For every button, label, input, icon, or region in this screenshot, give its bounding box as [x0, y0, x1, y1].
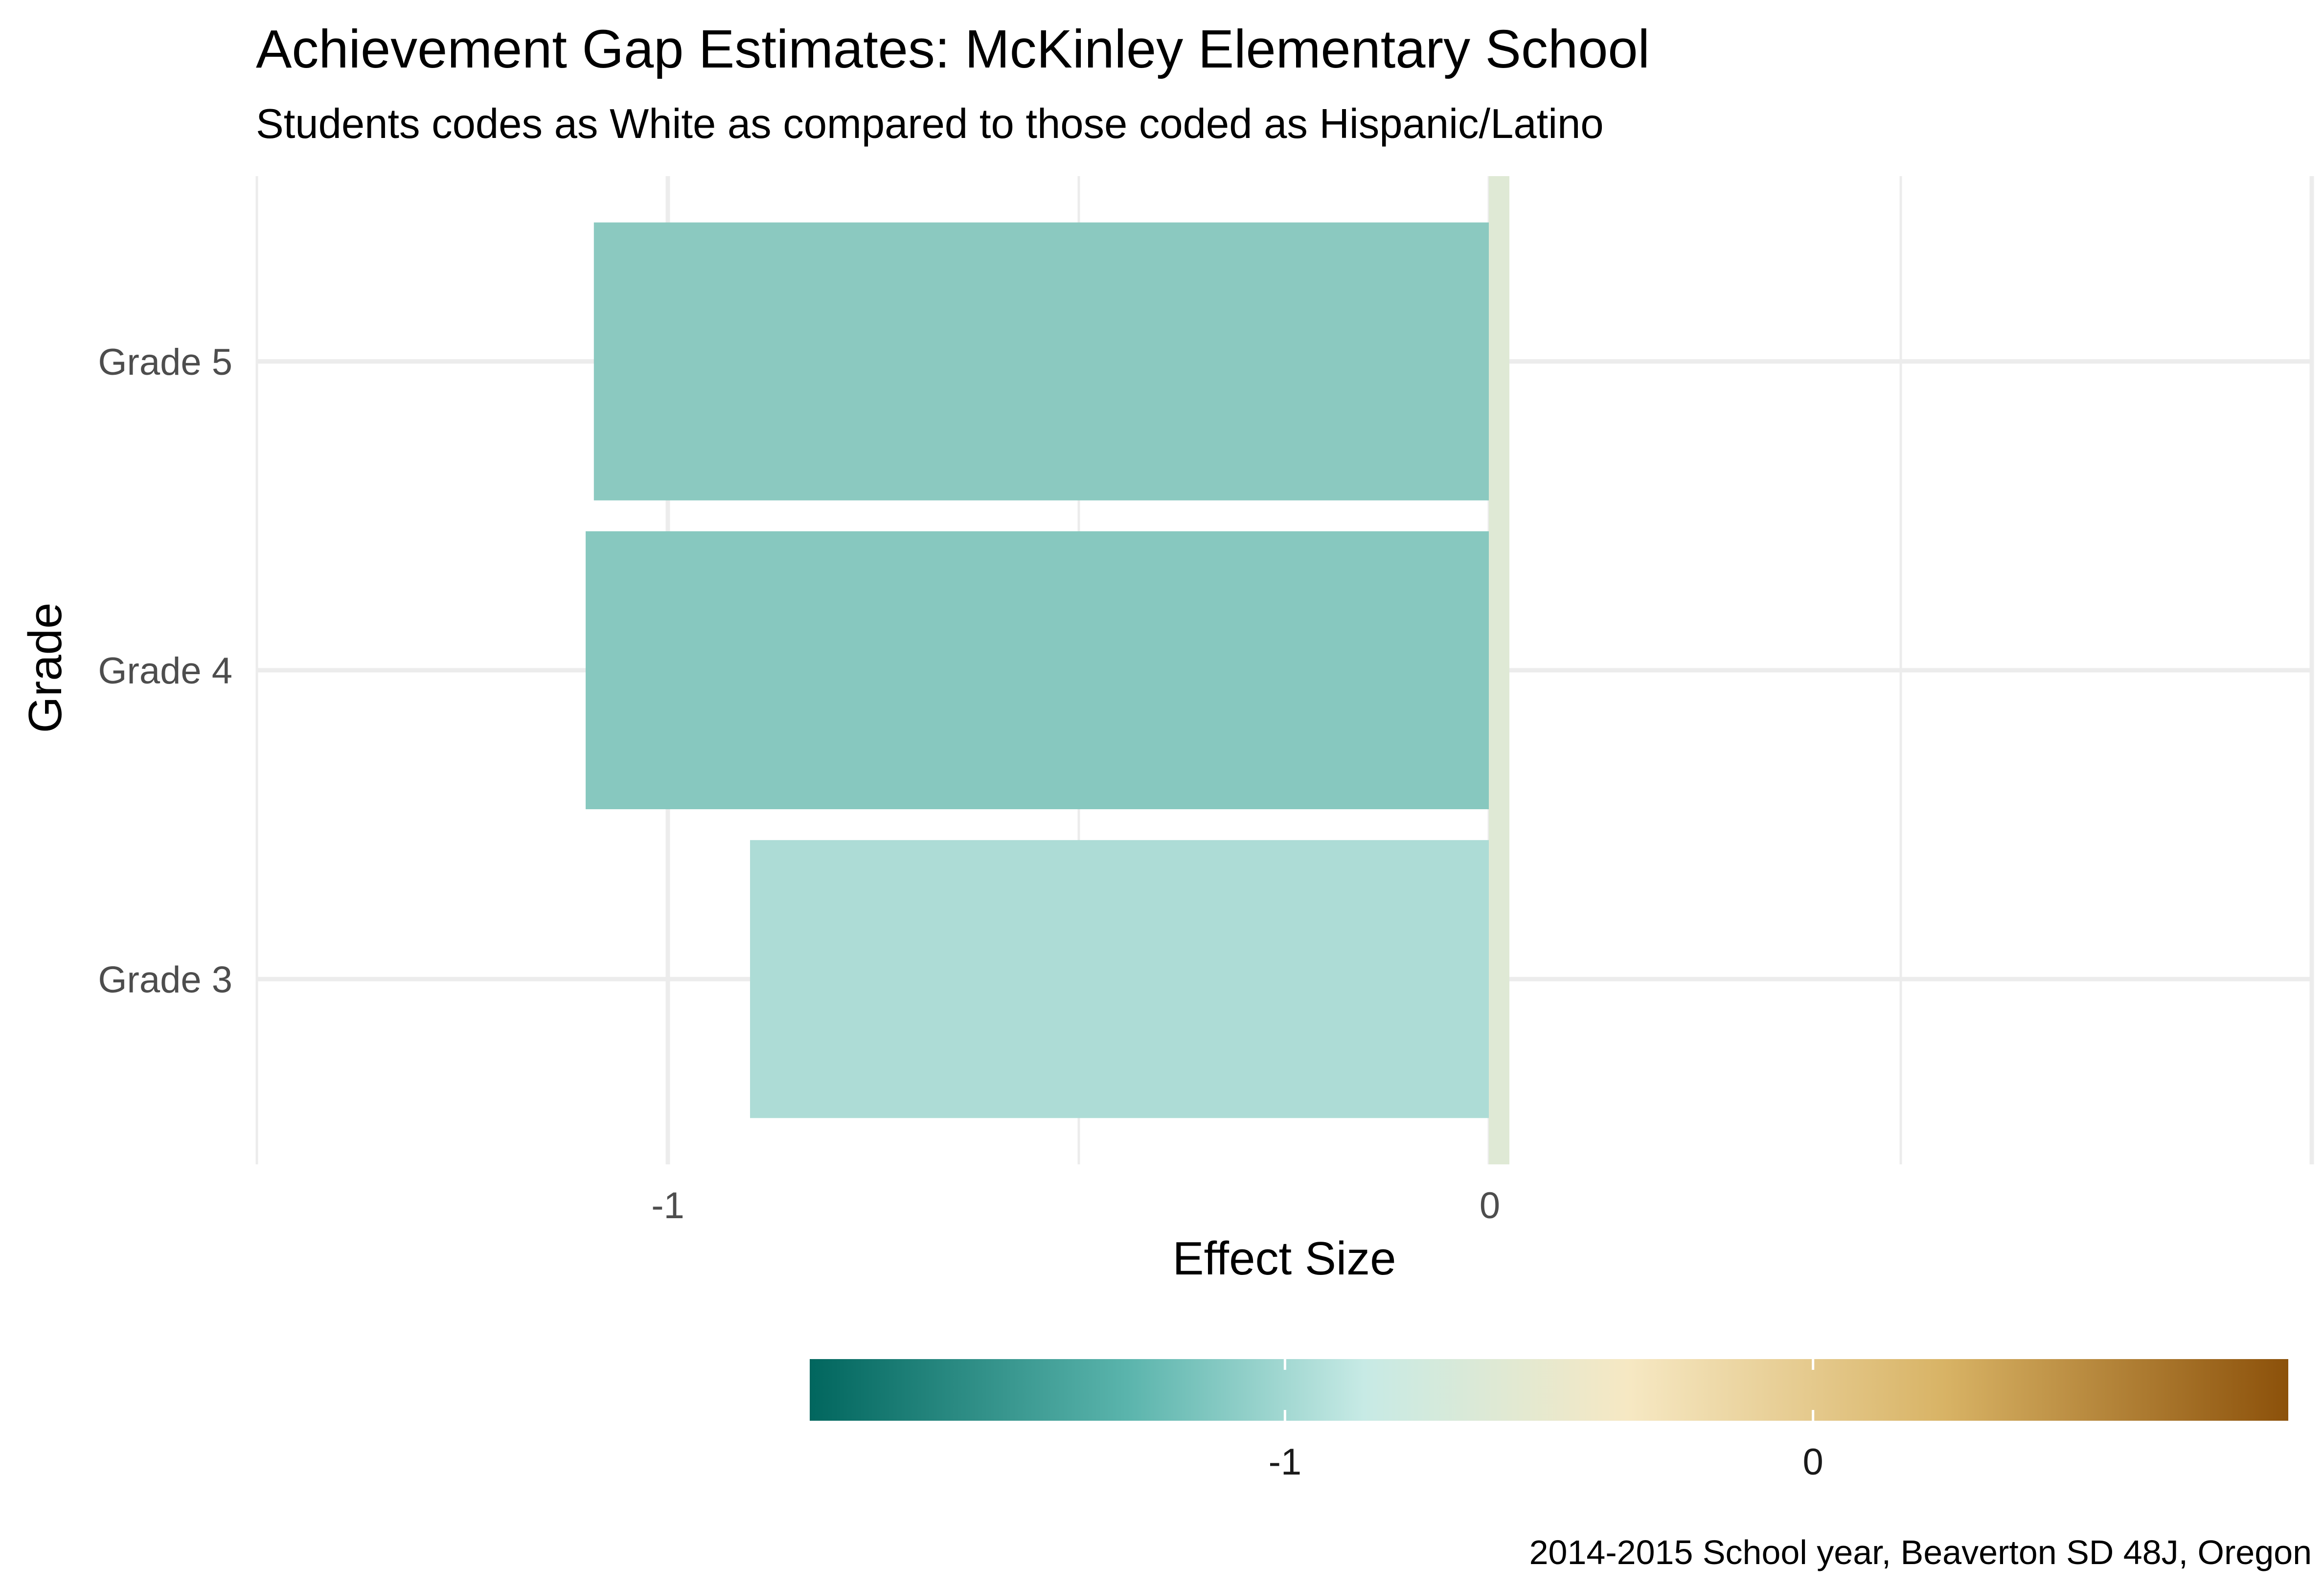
y-tick-label: Grade 3 [98, 959, 232, 1000]
colorbar-ticks: -1 0 [1269, 1359, 1823, 1483]
zero-reference-line [1489, 176, 1509, 1164]
y-axis-title: Grade [19, 603, 71, 733]
colorbar-tick-label: -1 [1269, 1441, 1302, 1483]
x-tick-labels: -1 0 [651, 1185, 1500, 1227]
bar-grade-4 [586, 531, 1490, 810]
x-axis-title: Effect Size [1172, 1232, 1396, 1285]
bar-grade-3 [750, 840, 1490, 1118]
bars [586, 176, 1509, 1164]
x-tick-label: -1 [651, 1185, 684, 1227]
chart-subtitle: Students codes as White as compared to t… [256, 101, 1604, 147]
colorbar-tick-label: 0 [1803, 1441, 1823, 1483]
chart-caption: 2014-2015 School year, Beaverton SD 48J,… [1529, 1533, 2312, 1571]
y-tick-labels: Grade 3 Grade 4 Grade 5 [98, 341, 232, 1001]
x-tick-label: 0 [1480, 1185, 1500, 1227]
y-tick-label: Grade 4 [98, 650, 232, 692]
color-legend: -1 0 [810, 1359, 2288, 1483]
chart-title: Achievement Gap Estimates: McKinley Elem… [256, 19, 1650, 79]
bar-grade-5 [593, 222, 1490, 500]
colorbar [810, 1359, 2288, 1421]
y-tick-label: Grade 5 [98, 341, 232, 383]
